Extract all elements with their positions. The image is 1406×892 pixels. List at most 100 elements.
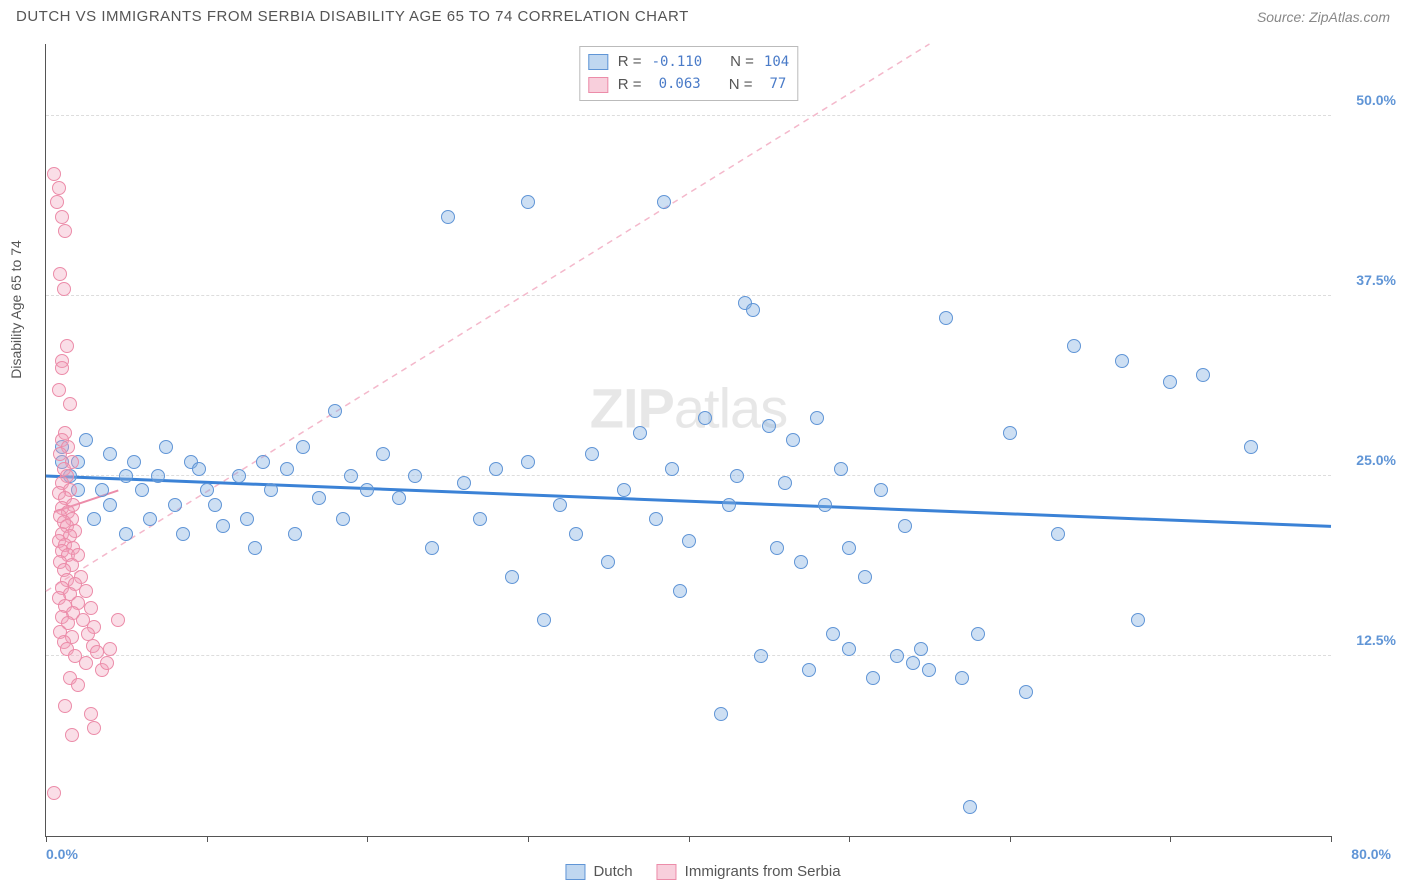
data-point: [50, 195, 64, 209]
data-point: [673, 584, 687, 598]
data-point: [408, 469, 422, 483]
data-point: [103, 642, 117, 656]
swatch-dutch: [588, 54, 608, 70]
data-point: [778, 476, 792, 490]
data-point: [344, 469, 358, 483]
data-point: [60, 339, 74, 353]
data-point: [649, 512, 663, 526]
x-tick: [528, 836, 529, 842]
data-point: [963, 800, 977, 814]
data-point: [874, 483, 888, 497]
data-point: [473, 512, 487, 526]
data-point: [376, 447, 390, 461]
data-point: [100, 656, 114, 670]
data-point: [312, 491, 326, 505]
y-axis-label: Disability Age 65 to 74: [8, 240, 24, 379]
data-point: [585, 447, 599, 461]
legend-swatch-serbia: [657, 864, 677, 880]
x-tick: [1170, 836, 1171, 842]
data-point: [898, 519, 912, 533]
stats-legend-box: R = -0.110 N = 104 R = 0.063 N = 77: [579, 46, 798, 101]
data-point: [264, 483, 278, 497]
data-point: [103, 498, 117, 512]
data-point: [240, 512, 254, 526]
data-point: [288, 527, 302, 541]
data-point: [63, 397, 77, 411]
data-point: [52, 383, 66, 397]
data-point: [57, 282, 71, 296]
data-point: [802, 663, 816, 677]
data-point: [1067, 339, 1081, 353]
data-point: [248, 541, 262, 555]
data-point: [818, 498, 832, 512]
x-tick: [46, 836, 47, 842]
data-point: [256, 455, 270, 469]
data-point: [392, 491, 406, 505]
data-point: [192, 462, 206, 476]
data-point: [754, 649, 768, 663]
data-point: [914, 642, 928, 656]
data-point: [906, 656, 920, 670]
swatch-serbia: [588, 77, 608, 93]
data-point: [200, 483, 214, 497]
x-tick: [849, 836, 850, 842]
data-point: [55, 210, 69, 224]
data-point: [58, 699, 72, 713]
data-point: [135, 483, 149, 497]
data-point: [232, 469, 246, 483]
data-point: [834, 462, 848, 476]
legend-swatch-dutch: [565, 864, 585, 880]
legend-label-dutch: Dutch: [593, 863, 632, 880]
data-point: [762, 419, 776, 433]
data-point: [657, 195, 671, 209]
data-point: [119, 527, 133, 541]
data-point: [1051, 527, 1065, 541]
data-point: [521, 195, 535, 209]
data-point: [770, 541, 784, 555]
data-point: [280, 462, 294, 476]
data-point: [79, 656, 93, 670]
y-tick-label: 12.5%: [1356, 632, 1396, 648]
data-point: [665, 462, 679, 476]
data-point: [955, 671, 969, 685]
data-point: [360, 483, 374, 497]
data-point: [971, 627, 985, 641]
data-point: [537, 613, 551, 627]
data-point: [47, 786, 61, 800]
watermark: ZIPatlas: [590, 376, 787, 441]
data-point: [1196, 368, 1210, 382]
data-point: [617, 483, 631, 497]
x-axis-min: 0.0%: [46, 846, 78, 862]
data-point: [569, 527, 583, 541]
data-point: [87, 721, 101, 735]
data-point: [1131, 613, 1145, 627]
data-point: [143, 512, 157, 526]
data-point: [890, 649, 904, 663]
x-axis-max: 80.0%: [1351, 846, 1391, 862]
data-point: [119, 469, 133, 483]
data-point: [159, 440, 173, 454]
data-point: [698, 411, 712, 425]
data-point: [71, 678, 85, 692]
data-point: [826, 627, 840, 641]
data-point: [103, 447, 117, 461]
data-point: [722, 498, 736, 512]
data-point: [52, 181, 66, 195]
data-point: [65, 728, 79, 742]
data-point: [1163, 375, 1177, 389]
data-point: [1244, 440, 1258, 454]
data-point: [425, 541, 439, 555]
x-tick: [367, 836, 368, 842]
data-point: [55, 361, 69, 375]
data-point: [457, 476, 471, 490]
data-point: [858, 570, 872, 584]
data-point: [296, 440, 310, 454]
source-label: Source: ZipAtlas.com: [1257, 9, 1390, 25]
data-point: [939, 311, 953, 325]
data-point: [208, 498, 222, 512]
data-point: [1115, 354, 1129, 368]
data-point: [730, 469, 744, 483]
data-point: [489, 462, 503, 476]
data-point: [842, 541, 856, 555]
data-point: [786, 433, 800, 447]
